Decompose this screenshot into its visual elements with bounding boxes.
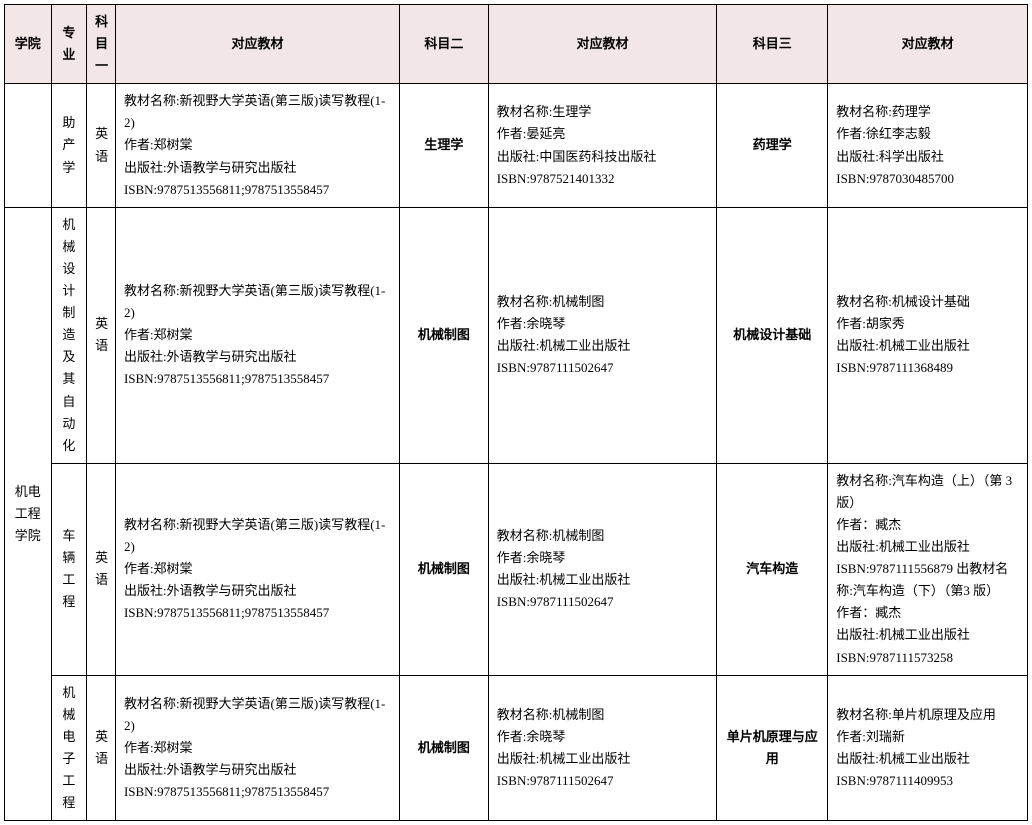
sub1-cell: 英语 xyxy=(87,675,116,821)
sub2-cell: 机械制图 xyxy=(399,463,488,675)
book3-cell: 教材名称:机械设计基础作者:胡家秀出版社:机械工业出版社ISBN:9787111… xyxy=(828,207,1028,463)
sub3-cell: 药理学 xyxy=(717,84,828,207)
book2-cell: 教材名称:机械制图作者:余晓琴出版社:机械工业出版社ISBN:978711150… xyxy=(488,675,717,821)
book1-cell: 教材名称:新视野大学英语(第三版)读写教程(1-2)作者:郑树棠出版社:外语教学… xyxy=(115,207,399,463)
major-cell: 机械设计制造及其自动化 xyxy=(51,207,87,463)
table-row: 助产学 英语 教材名称:新视野大学英语(第三版)读写教程(1-2)作者:郑树棠出… xyxy=(5,84,1028,207)
sub2-cell: 机械制图 xyxy=(399,207,488,463)
table-row: 机械电子工程 英语 教材名称:新视野大学英语(第三版)读写教程(1-2)作者:郑… xyxy=(5,675,1028,821)
header-sub2: 科目二 xyxy=(399,5,488,84)
header-book3: 对应教材 xyxy=(828,5,1028,84)
header-row: 学院 专业 科目一 对应教材 科目二 对应教材 科目三 对应教材 xyxy=(5,5,1028,84)
header-college: 学院 xyxy=(5,5,52,84)
header-sub1: 科目一 xyxy=(87,5,116,84)
sub3-cell: 机械设计基础 xyxy=(717,207,828,463)
textbook-table: 学院 专业 科目一 对应教材 科目二 对应教材 科目三 对应教材 助产学 英语 … xyxy=(4,4,1028,821)
book3-cell: 教材名称:单片机原理及应用作者:刘瑞新出版社:机械工业出版社ISBN:97871… xyxy=(828,675,1028,821)
table-body: 助产学 英语 教材名称:新视野大学英语(第三版)读写教程(1-2)作者:郑树棠出… xyxy=(5,84,1028,821)
book1-cell: 教材名称:新视野大学英语(第三版)读写教程(1-2)作者:郑树棠出版社:外语教学… xyxy=(115,675,399,821)
major-cell: 车辆工程 xyxy=(51,463,87,675)
sub1-cell: 英语 xyxy=(87,207,116,463)
college-cell: 机电工程学院 xyxy=(5,207,52,820)
sub3-cell: 单片机原理与应用 xyxy=(717,675,828,821)
book2-cell: 教材名称:机械制图作者:余晓琴出版社:机械工业出版社ISBN:978711150… xyxy=(488,207,717,463)
sub2-cell: 机械制图 xyxy=(399,675,488,821)
book1-cell: 教材名称:新视野大学英语(第三版)读写教程(1-2)作者:郑树棠出版社:外语教学… xyxy=(115,463,399,675)
book1-cell: 教材名称:新视野大学英语(第三版)读写教程(1-2)作者:郑树棠出版社:外语教学… xyxy=(115,84,399,207)
sub1-cell: 英语 xyxy=(87,463,116,675)
table-row: 车辆工程 英语 教材名称:新视野大学英语(第三版)读写教程(1-2)作者:郑树棠… xyxy=(5,463,1028,675)
book3-cell: 教材名称:汽车构造（上）（第 3 版）作者：臧杰出版社:机械工业出版社ISBN:… xyxy=(828,463,1028,675)
table-row: 机电工程学院 机械设计制造及其自动化 英语 教材名称:新视野大学英语(第三版)读… xyxy=(5,207,1028,463)
header-major: 专业 xyxy=(51,5,87,84)
major-cell: 机械电子工程 xyxy=(51,675,87,821)
header-book1: 对应教材 xyxy=(115,5,399,84)
college-cell xyxy=(5,84,52,207)
sub1-cell: 英语 xyxy=(87,84,116,207)
major-cell: 助产学 xyxy=(51,84,87,207)
book2-cell: 教材名称:生理学作者:晏延亮出版社:中国医药科技出版社ISBN:97875214… xyxy=(488,84,717,207)
header-sub3: 科目三 xyxy=(717,5,828,84)
book2-cell: 教材名称:机械制图作者:余晓琴出版社:机械工业出版社ISBN:978711150… xyxy=(488,463,717,675)
sub2-cell: 生理学 xyxy=(399,84,488,207)
sub3-cell: 汽车构造 xyxy=(717,463,828,675)
header-book2: 对应教材 xyxy=(488,5,717,84)
book3-cell: 教材名称:药理学作者:徐红李志毅出版社:科学出版社ISBN:9787030485… xyxy=(828,84,1028,207)
